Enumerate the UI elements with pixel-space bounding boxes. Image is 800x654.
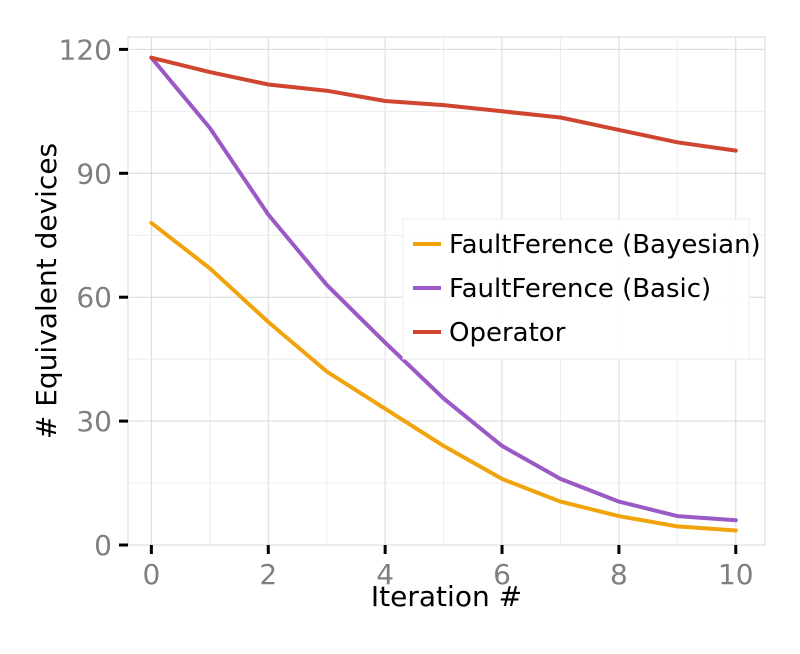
x-tick-label: 6	[493, 558, 511, 591]
y-tick-label: 120	[59, 33, 112, 66]
y-tick-label: 30	[76, 405, 112, 438]
x-tick-label: 4	[376, 558, 394, 591]
series-line	[149, 55, 738, 153]
y-tick-label: 60	[76, 281, 112, 314]
x-tick-label: 10	[718, 558, 754, 591]
x-tick-label: 2	[259, 558, 277, 591]
x-axis-title: Iteration #	[371, 580, 522, 613]
legend-box	[402, 218, 750, 360]
y-tick-label: 0	[94, 529, 112, 562]
legend-label: FaultFerence (Bayesian)	[449, 230, 761, 260]
legend-label: Operator	[449, 318, 566, 348]
series-line	[149, 220, 738, 533]
series-lines	[149, 55, 738, 533]
legend-label: FaultFerence (Basic)	[449, 274, 711, 304]
axes: 0 2 4 6 8 10 0 30 60 90 120	[59, 33, 754, 591]
legend: FaultFerence (Bayesian) FaultFerence (Bas…	[402, 218, 761, 360]
x-tick-label: 0	[142, 558, 160, 591]
y-tick-label: 90	[76, 157, 112, 190]
series-line	[149, 55, 738, 523]
y-axis-title: # Equivalent devices	[30, 143, 63, 439]
x-tick-label: 8	[610, 558, 628, 591]
